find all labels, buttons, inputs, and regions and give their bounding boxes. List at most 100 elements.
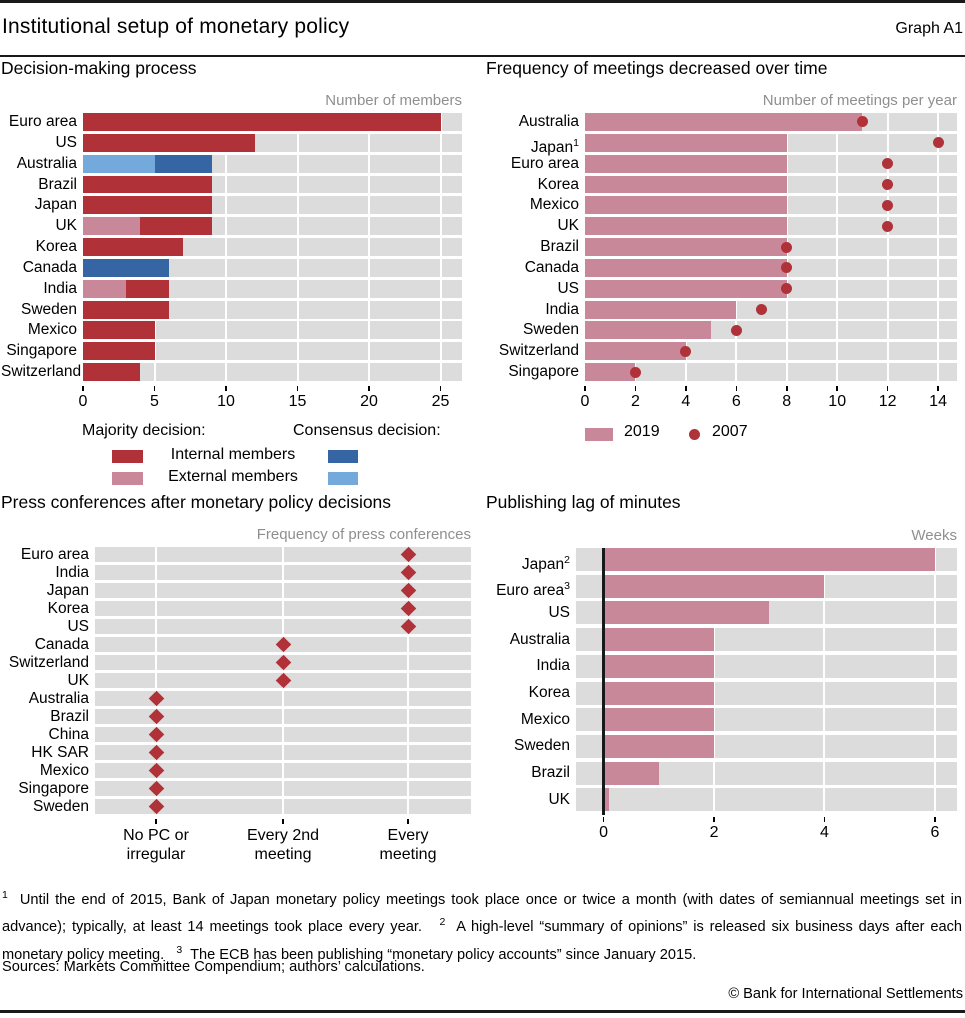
row-label-china: China bbox=[48, 725, 90, 743]
axis-category-label-every-meeting: Every meeting bbox=[380, 826, 437, 864]
row-band bbox=[585, 363, 957, 382]
row-label-euro-area: Euro area bbox=[510, 154, 579, 172]
row-label-sweden: Sweden bbox=[522, 321, 579, 339]
footnote-marker: 1 bbox=[573, 136, 579, 149]
bar-india bbox=[603, 654, 715, 678]
row-label-brazil: Brazil bbox=[540, 238, 579, 256]
dot-2007-sweden bbox=[730, 324, 742, 336]
row-label-us: US bbox=[557, 279, 579, 297]
axis-tick-label: 8 bbox=[782, 393, 792, 410]
row-label-japan: Japan bbox=[46, 581, 89, 599]
row-label-uk: UK bbox=[55, 217, 77, 235]
row-label-australia: Australia bbox=[28, 689, 89, 707]
axis-tick-label: 2 bbox=[709, 824, 719, 841]
row-band bbox=[83, 342, 462, 361]
dot-2007-euro-area bbox=[882, 158, 894, 170]
bar-2019-japan bbox=[585, 133, 787, 152]
row-label-korea: Korea bbox=[47, 599, 89, 617]
axis-tick bbox=[82, 386, 84, 391]
row-label-korea: Korea bbox=[537, 175, 579, 193]
row-label-australia: Australia bbox=[509, 630, 570, 648]
axis-tick-label: 10 bbox=[828, 393, 847, 410]
axis-tick bbox=[368, 386, 370, 391]
row-band bbox=[83, 300, 462, 319]
axis-tick-label: 4 bbox=[681, 393, 691, 410]
bar-sweden bbox=[603, 734, 715, 758]
bar-2019-korea bbox=[585, 175, 787, 194]
legend-swatch-dark_red bbox=[112, 450, 143, 463]
bar-segment-mexico bbox=[83, 321, 155, 340]
axis-tick bbox=[584, 386, 586, 391]
axis-tick-label: 4 bbox=[820, 824, 829, 841]
row-band bbox=[83, 363, 462, 382]
dot-2007-canada bbox=[781, 262, 793, 274]
row-label-mexico: Mexico bbox=[529, 196, 579, 214]
dot-2007-india bbox=[756, 304, 768, 316]
bar-segment-brazil bbox=[83, 175, 212, 194]
dot-2007-mexico bbox=[882, 199, 894, 211]
axis-tick bbox=[296, 386, 299, 391]
row-label-canada: Canada bbox=[34, 635, 89, 653]
row-label-euro-area: Euro area bbox=[8, 112, 77, 130]
bar-segment-india bbox=[83, 279, 126, 298]
axis-category-line: meeting bbox=[254, 846, 312, 863]
row-label-canada: Canada bbox=[524, 258, 579, 276]
legend-header-consensus: Consensus decision: bbox=[293, 422, 441, 439]
graph-number-label: Graph A1 bbox=[895, 20, 963, 37]
bar-segment-japan bbox=[83, 196, 212, 215]
axis-tick bbox=[836, 386, 838, 391]
dot-2007-singapore bbox=[629, 366, 641, 378]
panel-meeting-frequency: Frequency of meetings decreased over tim… bbox=[485, 58, 965, 498]
axis-tick-label: 2 bbox=[630, 393, 640, 410]
legend-swatch-2019 bbox=[585, 428, 613, 441]
bar-brazil bbox=[603, 761, 659, 785]
bar-2019-us bbox=[585, 279, 787, 298]
legend-swatch-pink bbox=[112, 472, 143, 485]
axis-tick bbox=[934, 817, 936, 822]
bar-mexico bbox=[603, 708, 715, 732]
axis-tick-label: 0 bbox=[599, 824, 609, 841]
bar-korea bbox=[603, 681, 715, 705]
plot-area: Australia Japan1 Euro area Korea Mexico UK Bra… bbox=[499, 113, 957, 410]
axis-tick-label: 0 bbox=[78, 393, 88, 410]
axis-tick bbox=[886, 386, 889, 391]
dot-2007-australia bbox=[856, 116, 868, 128]
footnote-marker: 2 bbox=[564, 553, 570, 566]
bar-2019-india bbox=[585, 300, 737, 319]
axis-category-line: irregular bbox=[126, 846, 186, 863]
row-label-india: India bbox=[545, 300, 579, 318]
axis-tick bbox=[282, 819, 284, 824]
axis-category-line: meeting bbox=[379, 846, 437, 863]
row-label-switzerland: Switzerland bbox=[8, 653, 89, 671]
axis-tick-label: 10 bbox=[217, 393, 235, 410]
row-label-japan: Japan bbox=[34, 196, 77, 214]
gridline bbox=[368, 113, 371, 384]
axis-category-label-every-2nd-meeting: Every 2nd meeting bbox=[247, 826, 319, 864]
plot-area: Euro area US Australia Brazil Japan UK Korea Ca… bbox=[1, 113, 462, 410]
axis-tick bbox=[823, 817, 826, 822]
row-label-india: India bbox=[55, 563, 89, 581]
row-label-brazil: Brazil bbox=[50, 707, 89, 725]
axis-tick-label: 20 bbox=[360, 393, 378, 410]
row-label-switzerland: Switzerland bbox=[1, 363, 82, 381]
copyright-line: © Bank for International Settlements bbox=[728, 986, 963, 1002]
row-label-india: India bbox=[43, 279, 77, 297]
row-label-sweden: Sweden bbox=[32, 797, 89, 815]
top-rule bbox=[0, 0, 965, 3]
axis-unit-label: Number of meetings per year bbox=[762, 92, 957, 109]
bar-segment-india bbox=[125, 279, 169, 298]
page-title: Institutional setup of monetary policy bbox=[2, 15, 350, 38]
row-label-uk: UK bbox=[67, 671, 89, 689]
row-label-sweden: Sweden bbox=[20, 300, 77, 318]
bar-segment-switzerland bbox=[83, 363, 141, 382]
panel-title: Publishing lag of minutes bbox=[486, 492, 681, 512]
plot-area: Euro area India Japan Korea US Canada Switzerl… bbox=[9, 546, 471, 863]
gridline bbox=[886, 113, 889, 384]
plot-area: Japan2 Euro area3 US Australia India Korea Mex… bbox=[496, 548, 957, 841]
bottom-rule bbox=[0, 1010, 965, 1013]
row-band bbox=[83, 258, 462, 277]
axis-tick-label: 5 bbox=[150, 393, 159, 410]
axis-tick bbox=[407, 819, 409, 824]
row-band bbox=[83, 279, 462, 298]
bar-segment-uk bbox=[83, 217, 141, 236]
